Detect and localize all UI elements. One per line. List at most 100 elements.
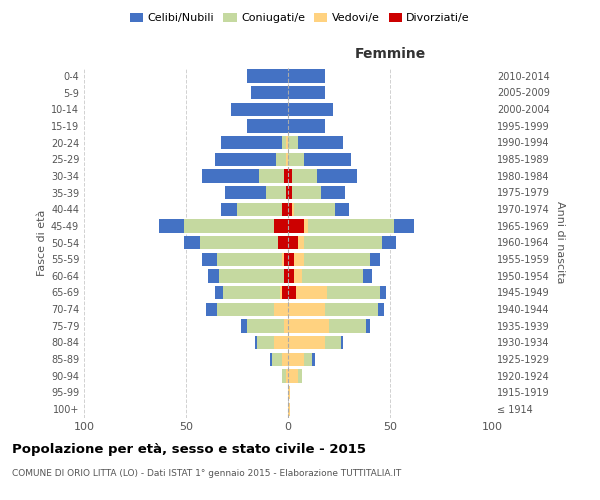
- Bar: [256, 336, 288, 349]
- Bar: [288, 252, 370, 266]
- Text: COMUNE DI ORIO LITTA (LO) - Dati ISTAT 1° gennaio 2015 - Elaborazione TUTTITALIA: COMUNE DI ORIO LITTA (LO) - Dati ISTAT 1…: [12, 469, 401, 478]
- Bar: [282, 286, 288, 299]
- Bar: [288, 336, 325, 349]
- Bar: [284, 169, 288, 182]
- Bar: [288, 219, 415, 232]
- Bar: [218, 269, 288, 282]
- Text: Femmine: Femmine: [355, 46, 425, 60]
- Bar: [288, 202, 335, 216]
- Bar: [284, 269, 288, 282]
- Bar: [288, 186, 320, 199]
- Bar: [217, 302, 288, 316]
- Bar: [288, 252, 380, 266]
- Bar: [282, 136, 288, 149]
- Bar: [247, 119, 288, 132]
- Bar: [288, 302, 325, 316]
- Bar: [278, 236, 288, 249]
- Bar: [288, 336, 343, 349]
- Bar: [288, 286, 296, 299]
- Bar: [288, 286, 386, 299]
- Bar: [202, 169, 288, 182]
- Bar: [288, 352, 313, 366]
- Bar: [225, 186, 288, 199]
- Bar: [251, 86, 288, 99]
- Bar: [282, 252, 288, 266]
- Bar: [241, 319, 288, 332]
- Bar: [288, 102, 333, 116]
- Bar: [288, 402, 290, 416]
- Bar: [276, 152, 288, 166]
- Bar: [288, 386, 290, 399]
- Bar: [184, 219, 288, 232]
- Bar: [288, 319, 365, 332]
- Bar: [160, 219, 288, 232]
- Bar: [288, 352, 314, 366]
- Bar: [288, 236, 304, 249]
- Bar: [288, 219, 394, 232]
- Bar: [288, 386, 290, 399]
- Bar: [259, 169, 288, 182]
- Bar: [208, 269, 288, 282]
- Legend: Celibi/Nubili, Coniugati/e, Vedovi/e, Divorziati/e: Celibi/Nubili, Coniugati/e, Vedovi/e, Di…: [125, 8, 475, 28]
- Bar: [200, 236, 288, 249]
- Bar: [215, 286, 288, 299]
- Bar: [284, 269, 288, 282]
- Bar: [288, 136, 343, 149]
- Bar: [282, 202, 288, 216]
- Bar: [282, 352, 288, 366]
- Bar: [247, 319, 288, 332]
- Bar: [288, 369, 298, 382]
- Bar: [288, 402, 290, 416]
- Bar: [237, 202, 288, 216]
- Bar: [288, 269, 371, 282]
- Bar: [288, 202, 292, 216]
- Y-axis label: Anni di nascita: Anni di nascita: [555, 201, 565, 283]
- Bar: [288, 236, 298, 249]
- Bar: [288, 202, 349, 216]
- Bar: [269, 352, 288, 366]
- Bar: [282, 369, 288, 382]
- Bar: [284, 169, 288, 182]
- Bar: [266, 186, 288, 199]
- Bar: [288, 269, 302, 282]
- Bar: [288, 169, 358, 182]
- Bar: [217, 252, 288, 266]
- Bar: [286, 186, 288, 199]
- Bar: [282, 202, 288, 216]
- Bar: [288, 302, 384, 316]
- Bar: [288, 186, 292, 199]
- Bar: [288, 236, 382, 249]
- Bar: [288, 219, 304, 232]
- Bar: [282, 369, 288, 382]
- Bar: [223, 286, 288, 299]
- Bar: [288, 402, 290, 416]
- Bar: [288, 136, 298, 149]
- Bar: [288, 386, 290, 399]
- Bar: [257, 336, 288, 349]
- Bar: [274, 336, 288, 349]
- Bar: [288, 169, 292, 182]
- Bar: [288, 336, 341, 349]
- Text: Popolazione per età, sesso e stato civile - 2015: Popolazione per età, sesso e stato civil…: [12, 442, 366, 456]
- Bar: [288, 269, 364, 282]
- Bar: [184, 236, 288, 249]
- Bar: [288, 352, 304, 366]
- Bar: [288, 252, 294, 266]
- Bar: [288, 302, 378, 316]
- Bar: [288, 169, 292, 182]
- Bar: [288, 69, 325, 82]
- Bar: [274, 219, 288, 232]
- Bar: [288, 319, 329, 332]
- Bar: [288, 186, 292, 199]
- Bar: [284, 319, 288, 332]
- Y-axis label: Fasce di età: Fasce di età: [37, 210, 47, 276]
- Bar: [288, 269, 294, 282]
- Bar: [206, 302, 288, 316]
- Bar: [288, 86, 325, 99]
- Bar: [231, 102, 288, 116]
- Bar: [247, 69, 288, 82]
- Bar: [221, 136, 288, 149]
- Bar: [286, 186, 288, 199]
- Bar: [288, 202, 294, 216]
- Bar: [286, 152, 288, 166]
